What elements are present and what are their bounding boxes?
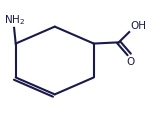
Text: O: O: [126, 57, 134, 67]
Text: OH: OH: [130, 21, 146, 31]
Text: NH$_2$: NH$_2$: [4, 13, 25, 27]
